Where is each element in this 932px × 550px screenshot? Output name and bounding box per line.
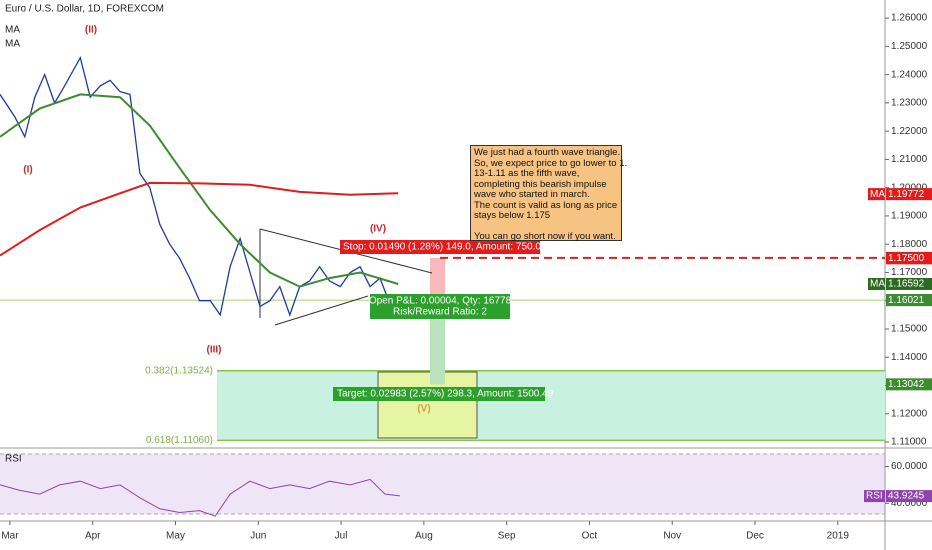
wave-label: (II) [85, 25, 97, 36]
series-line [0, 93, 399, 288]
y-tick-label: 1.15000 [891, 324, 928, 335]
rsi-badge [886, 490, 932, 503]
badge-tag [868, 188, 885, 201]
badge-tag [864, 490, 885, 503]
y-tick-label: 1.14000 [891, 352, 928, 363]
note-line: So, we expect price to go lower to 1. [474, 157, 628, 169]
y-tick-label: 1.24000 [891, 69, 928, 80]
x-tick-label: Jun [250, 531, 266, 542]
badge-tag-label: MA [870, 189, 885, 200]
y-tick-label: 1.26000 [891, 13, 928, 24]
note-line: The count is valid as long as price [474, 199, 618, 211]
note-line: We just had a fourth wave triangle. [474, 147, 621, 158]
target-label-bg [333, 387, 545, 401]
x-tick-label: Oct [582, 531, 598, 542]
wave-label: (I) [23, 165, 32, 176]
chart-title: Euro / U.S. Dollar, 1D, FOREXCOM [5, 4, 164, 15]
badge-tag [868, 277, 885, 290]
x-tick-label: Mar [1, 531, 19, 542]
pnl-label: Risk/Reward Ratio: 2 [393, 307, 487, 318]
price-badge [886, 252, 932, 265]
badge-tag-label: MA [870, 279, 885, 290]
x-tick-label: May [166, 531, 185, 542]
rsi-title: RSI [5, 454, 22, 465]
rsi-badge-label: 43.9245 [888, 491, 925, 502]
y-tick-label: 1.22000 [891, 126, 928, 137]
price-badge [886, 188, 932, 201]
target-label: Target: 0.02983 (2.57%) 298.3, Amount: 1… [337, 389, 554, 400]
price-badge-label: 1.16592 [888, 279, 925, 290]
y-tick-label: 1.20000 [891, 182, 928, 193]
y-tick-label: 1.12000 [891, 408, 928, 419]
target-zone [430, 300, 445, 385]
x-tick-label: Sep [498, 531, 516, 542]
price-badge-label: 1.13042 [888, 379, 925, 390]
series-line [0, 478, 400, 517]
x-tick-label: Aug [415, 531, 433, 542]
stop-zone [430, 257, 445, 301]
note-line: 13-1.11 as the fifth wave, [474, 168, 580, 179]
x-tick-label: Jul [335, 531, 348, 542]
y-tick-label: 1.19000 [891, 211, 928, 222]
y-tick-label: 1.23000 [891, 98, 928, 109]
y-tick-label: 1.17000 [891, 267, 928, 278]
stop-label: Stop: 0.01490 (1.28%) 149.0, Amount: 750… [343, 242, 547, 253]
note-line: wave who started in march. [474, 189, 590, 200]
pnl-label-bg [370, 294, 510, 319]
x-tick-label: Nov [663, 531, 681, 542]
wave-label: (V) [417, 404, 430, 415]
y-tick-label: 1.21000 [891, 154, 928, 165]
pnl-label: Open P&L: 0.00004, Qty: 16778 [369, 296, 512, 307]
fib-label: 0.382(1.13524) [145, 365, 213, 376]
annotation-note: We just had a fourth wave triangle. So, w… [470, 145, 628, 242]
fib-zone [217, 370, 885, 441]
wave-label: (III) [207, 345, 222, 356]
indicator-label: MA [5, 25, 20, 36]
price-badge [886, 294, 932, 307]
y-tick-label: 60.0000 [891, 461, 928, 472]
y-tick-label: 1.18000 [891, 239, 928, 250]
x-tick-label: Apr [85, 531, 101, 542]
y-tick-label: 40.0000 [891, 498, 928, 509]
wave-label: (IV) [370, 224, 386, 235]
price-badge-label: 1.16021 [888, 295, 925, 306]
y-tick-label: 1.11000 [891, 437, 927, 448]
note-line: You can go short now if you want. [474, 231, 616, 242]
stop-label-bg [340, 240, 540, 254]
price-badge [886, 378, 932, 391]
target-box [377, 371, 478, 439]
note-line: stays below 1.175 [474, 210, 551, 221]
price-badge-label: 1.19772 [888, 189, 925, 200]
y-tick-label: 1.25000 [891, 41, 928, 52]
badge-tag-label: RSI [866, 491, 883, 502]
fib-label: 0.618(1.11060) [146, 435, 213, 446]
x-tick-label: Dec [746, 531, 764, 542]
price-badge-label: 1.17500 [888, 253, 925, 264]
x-tick-label: 2019 [827, 531, 850, 542]
rsi-band [0, 454, 885, 514]
series-line [0, 181, 399, 257]
series-line [0, 55, 389, 317]
price-badge [886, 277, 932, 290]
note-line: completing this bearish impulse [474, 178, 607, 190]
indicator-label: MA [5, 39, 20, 50]
